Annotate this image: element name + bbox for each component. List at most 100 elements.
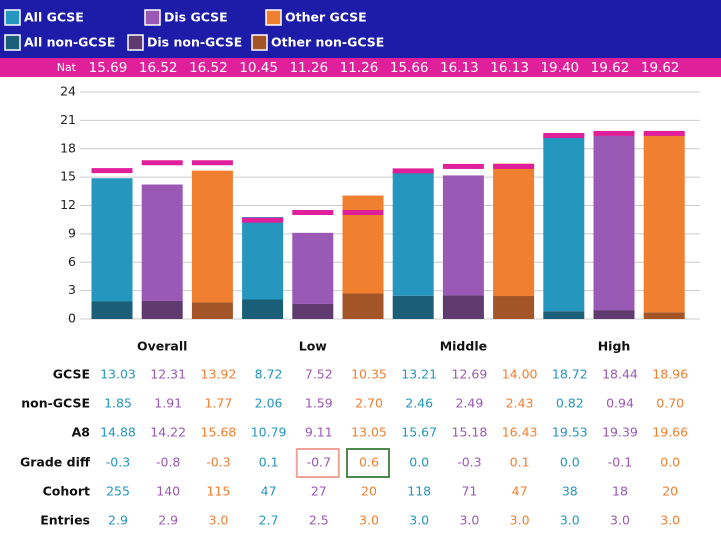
bar-non-gcse [493, 296, 535, 319]
y-tick-label: 12 [60, 197, 76, 212]
nat-marker [442, 163, 484, 169]
nat-label: Nat [57, 61, 77, 74]
table-cell: -0.3 [457, 455, 481, 470]
table-cell: 118 [407, 484, 431, 499]
bar-gcse [242, 217, 284, 300]
highlight-box [346, 448, 390, 478]
table-cell: 0.6 [359, 455, 379, 470]
y-tick-label: 24 [60, 84, 76, 99]
table-cell: 18.44 [602, 367, 638, 382]
table-cell: 3.0 [409, 513, 429, 528]
bar-gcse [292, 232, 334, 304]
table-cell: 255 [106, 484, 130, 499]
nat-marker [242, 217, 284, 223]
table-cell: 14.22 [150, 425, 186, 440]
table-cell: 8.72 [255, 367, 283, 382]
bar-non-gcse [643, 312, 685, 319]
y-tick-label: 3 [68, 282, 76, 297]
table-cell: 2.70 [355, 396, 383, 411]
table-cell: 0.70 [656, 396, 684, 411]
nat-value: 15.69 [89, 60, 128, 76]
table-cell: 47 [512, 484, 528, 499]
bar-gcse [643, 133, 685, 313]
table-cell: 2.7 [259, 513, 279, 528]
nat-marker [643, 130, 685, 136]
table-cell: 10.79 [251, 425, 287, 440]
table-cell: 1.77 [204, 396, 232, 411]
highlight-box [295, 448, 340, 478]
nat-marker [141, 160, 183, 166]
legend-label: Other GCSE [285, 10, 367, 25]
table-cell: 2.9 [158, 513, 178, 528]
nat-value: 16.52 [139, 60, 178, 76]
table-cell: 0.1 [510, 455, 530, 470]
group-label: High [598, 339, 631, 354]
nat-value: 19.62 [641, 60, 680, 76]
nat-marker [493, 163, 535, 169]
table-cell: 2.06 [255, 396, 283, 411]
legend-swatch [144, 9, 161, 26]
table-cell: 12.69 [452, 367, 488, 382]
table-cell: 3.0 [560, 513, 580, 528]
nat-value: 11.26 [289, 60, 328, 76]
table-cell: 15.18 [452, 425, 488, 440]
table-cell: 1.91 [154, 396, 182, 411]
bar-gcse [392, 170, 434, 296]
nat-marker [191, 160, 233, 166]
row-label: non-GCSE [21, 396, 90, 411]
table-cell: 3.0 [359, 513, 379, 528]
table-cell: -0.3 [206, 455, 230, 470]
table-cell: 9.11 [305, 425, 333, 440]
bar-gcse [593, 135, 635, 311]
table-cell: 20 [361, 484, 377, 499]
y-tick-label: 6 [68, 254, 76, 269]
table-cell: -0.1 [608, 455, 632, 470]
bar-non-gcse [342, 293, 384, 319]
bar-non-gcse [292, 303, 334, 319]
bar-non-gcse [442, 295, 484, 319]
table-cell: 2.43 [506, 396, 534, 411]
table-cell: 13.21 [401, 367, 437, 382]
legend-swatch [127, 34, 144, 51]
table-cell: 19.66 [652, 425, 688, 440]
table-cell: -0.3 [106, 455, 130, 470]
table-cell: 140 [156, 484, 180, 499]
bar-non-gcse [593, 310, 635, 319]
nat-marker [543, 133, 585, 139]
nat-value: 15.66 [390, 60, 429, 76]
table-cell: 0.82 [556, 396, 584, 411]
table-cell: 0.94 [606, 396, 634, 411]
table-cell: 18.96 [652, 367, 688, 382]
bar-non-gcse [392, 295, 434, 319]
table-cell: 13.92 [201, 367, 237, 382]
table-cell: 12.31 [150, 367, 186, 382]
bar-gcse [191, 170, 233, 303]
y-tick-label: 9 [68, 225, 76, 240]
nat-marker [342, 209, 384, 215]
table-cell: 19.53 [552, 425, 588, 440]
y-tick-label: 0 [68, 311, 76, 326]
legend-swatch [4, 34, 21, 51]
nat-band [0, 58, 721, 77]
legend-label: Dis non-GCSE [147, 35, 242, 50]
bar-gcse [442, 175, 484, 296]
table-cell: 10.35 [351, 367, 387, 382]
legend-label: All non-GCSE [24, 35, 115, 50]
table-cell: 13.05 [351, 425, 387, 440]
row-label: Entries [40, 513, 90, 528]
table-cell: 47 [261, 484, 277, 499]
group-label: Middle [440, 339, 487, 354]
y-tick-label: 21 [60, 112, 76, 127]
nat-value: 16.13 [490, 60, 529, 76]
row-label: Grade diff [20, 455, 91, 470]
table-cell: 13.03 [100, 367, 136, 382]
bar-gcse [543, 134, 585, 312]
table-cell: 1.85 [104, 396, 132, 411]
row-label: Cohort [43, 484, 90, 499]
bar-non-gcse [242, 299, 284, 319]
legend-swatch [251, 34, 268, 51]
table-cell: 18 [612, 484, 628, 499]
nat-marker [392, 168, 434, 174]
table-cell: 115 [206, 484, 230, 499]
nat-marker [91, 168, 133, 174]
